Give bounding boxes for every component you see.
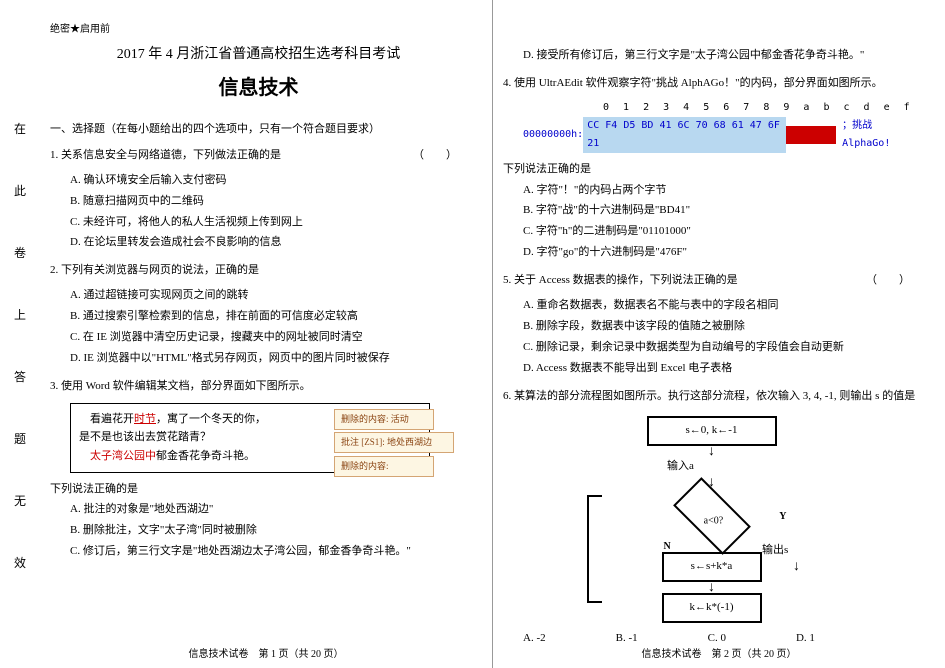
q5-stem: 5. 关于 Access 数据表的操作，下列说法正确的是 [503,274,738,286]
page-footer-right: 信息技术试卷 第 2 页（共 20 页） [493,645,945,660]
side-char: 卷 [14,244,26,261]
hex-data-row: 00000000h: CC F4 D5 BD 41 6C 70 68 61 47… [523,117,920,153]
hex-bytes-highlighted [786,126,836,144]
q5-option-b: B. 删除字段，数据表中该字段的值随之被删除 [503,316,920,337]
side-margin: 在 此 卷 上 答 题 无 效 [0,0,40,668]
q4-option-d: D. 字符"go"的十六进制码是"476F" [503,242,920,263]
side-char: 题 [14,430,26,447]
flowchart: s←0, k←-1 ↓ 输入a ↓ a<0? N Y s←s+k*a ↓ k←k… [602,416,822,623]
q1-option-c: C. 未经许可，将他人的私人生活视频上传到网上 [50,212,467,233]
q1-text: 1. 关系信息安全与网络道德，下列做法正确的是 （ ） [50,146,467,166]
q3-option-d: D. 接受所有修订后，第三行文字是"太子湾公园中郁金香花争奇斗艳。" [503,45,920,66]
page-right: D. 接受所有修订后，第三行文字是"太子湾公园中郁金香花争奇斗艳。" 4. 使用… [493,0,945,668]
q5-option-c: C. 删除记录，剩余记录中数据类型为自动编号的字段值会自动更新 [503,337,920,358]
flow-output-container: 输出s ↓ [762,541,832,572]
q2-option-a: A. 通过超链接可实现网页之间的跳转 [50,285,467,306]
classified-label: 绝密★启用前 [50,20,467,35]
flow-loop-line [587,495,602,603]
q4-option-b: B. 字符"战"的十六进制码是"BD41" [503,200,920,221]
q1-option-b: B. 随意扫描网页中的二维码 [50,191,467,212]
side-char: 上 [14,306,26,323]
answer-bracket: （ ） [866,271,910,291]
flow-arrow-icon: ↓ [762,561,832,572]
word-text: 看遍花开 [90,413,134,425]
q2-option-d: D. IE 浏览器中以"HTML"格式另存网页，网页中的图片同时被保存 [50,348,467,369]
q4-option-c: C. 字符"h"的二进制码是"01101000" [503,221,920,242]
q1-option-d: D. 在论坛里转发会造成社会不良影响的信息 [50,232,467,253]
word-comment-3: 删除的内容: [334,456,434,477]
q5-option-a: A. 重命名数据表，数据表名不能与表中的字段名相同 [503,295,920,316]
page-left: 绝密★启用前 2017 年 4 月浙江省普通高校招生选考科目考试 信息技术 一、… [40,0,493,668]
flow-calc1-box: s←s+k*a [662,552,762,582]
page-footer-left: 信息技术试卷 第 1 页（共 20 页） [40,645,492,660]
flow-output-label: 输出s [762,541,788,561]
side-char: 此 [14,182,26,199]
question-4: 4. 使用 UltrAEdit 软件观察字符"挑战 AlphAGo！"的内码，部… [503,74,920,263]
q4-option-a: A. 字符"！"的内码占两个字节 [503,180,920,201]
flow-output-box: 输出s [759,541,834,561]
flow-arrow-icon: ↓ [602,582,822,593]
q1-option-a: A. 确认环境安全后输入支付密码 [50,170,467,191]
flow-arrow-icon: ↓ [602,446,822,457]
question-6: 6. 某算法的部分流程图如图所示。执行这部分流程，依次输入 3, 4, -1, … [503,387,920,649]
flow-input-label: 输入a [667,457,694,477]
q2-option-c: C. 在 IE 浏览器中清空历史记录，搜藏夹中的网址被同时清空 [50,327,467,348]
q4-sub: 下列说法正确的是 [503,159,920,180]
q3-text: 3. 使用 Word 软件编辑某文档，部分界面如下图所示。 [50,377,467,397]
q1-stem: 1. 关系信息安全与网络道德，下列做法正确的是 [50,149,281,161]
side-char: 无 [14,492,26,509]
flow-input-box: 输入a [664,457,759,477]
exam-subject: 信息技术 [50,71,467,100]
word-comment-1: 删除的内容: 活动 [334,409,434,430]
q2-text: 2. 下列有关浏览器与网页的说法，正确的是 [50,261,467,281]
hex-header: 0 1 2 3 4 5 6 7 8 9 a b c d e f [523,99,920,117]
q3-option-b: B. 删除批注，文字"太子湾"同时被删除 [50,520,467,541]
flow-calc2-box: k←k*(-1) [662,593,762,623]
hex-bytes: CC F4 D5 BD 41 6C 70 68 61 47 6F 21 [583,117,786,153]
q4-text: 4. 使用 UltrAEdit 软件观察字符"挑战 AlphAGo！"的内码，部… [503,74,920,94]
question-2: 2. 下列有关浏览器与网页的说法，正确的是 A. 通过超链接可实现网页之间的跳转… [50,261,467,368]
hex-viewer: 0 1 2 3 4 5 6 7 8 9 a b c d e f 00000000… [523,99,920,153]
question-5: 5. 关于 Access 数据表的操作，下列说法正确的是 （ ） A. 重命名数… [503,271,920,378]
side-char: 答 [14,368,26,385]
word-document-box: 看遍花开时节，寓了一个冬天的你， 是不是也该出去赏花踏青？ 太子湾公园中郁金香花… [70,403,430,473]
q3-option-a: A. 批注的对象是"地处西湖边" [50,499,467,520]
word-deleted-text: 时节 [134,413,156,425]
flow-branch-yes: Y [779,508,786,526]
word-text: ，寓了一个冬天的你， [156,413,266,425]
answer-bracket: （ ） [413,146,457,166]
word-text: 郁金香花争奇斗艳。 [156,450,255,462]
exam-title: 2017 年 4 月浙江省普通高校招生选考科目考试 [50,43,467,63]
word-commented-text: 太子湾公园中 [90,450,156,462]
flow-branch-no: N [664,538,671,556]
question-3: 3. 使用 Word 软件编辑某文档，部分界面如下图所示。 看遍花开时节，寓了一… [50,377,467,562]
flow-init-box: s←0, k←-1 [647,416,777,446]
hex-ascii: ；挑战 AlphaGo! [836,117,920,153]
flow-condition-label: a<0? [683,513,743,531]
q5-option-d: D. Access 数据表不能导出到 Excel 电子表格 [503,358,920,379]
flow-decision-box: a<0? [673,477,751,555]
q5-text: 5. 关于 Access 数据表的操作，下列说法正确的是 （ ） [503,271,920,291]
q3-option-c: C. 修订后，第三行文字是"地处西湖边太子湾公园，郁金香争奇斗艳。" [50,541,467,562]
question-1: 1. 关系信息安全与网络道德，下列做法正确的是 （ ） A. 确认环境安全后输入… [50,146,467,253]
hex-address: 00000000h: [523,126,583,144]
section-title: 一、选择题（在每小题给出的四个选项中，只有一个符合题目要求） [50,120,467,136]
word-comment-2: 批注 [ZS1]: 地处西湖边 [334,432,454,453]
side-char: 效 [14,554,26,571]
q3-sub: 下列说法正确的是 [50,479,467,500]
q6-text: 6. 某算法的部分流程图如图所示。执行这部分流程，依次输入 3, 4, -1, … [503,387,920,407]
q2-option-b: B. 通过搜索引擎检索到的信息，排在前面的可信度必定较高 [50,306,467,327]
side-char: 在 [14,120,26,137]
q2-stem: 2. 下列有关浏览器与网页的说法，正确的是 [50,264,259,276]
